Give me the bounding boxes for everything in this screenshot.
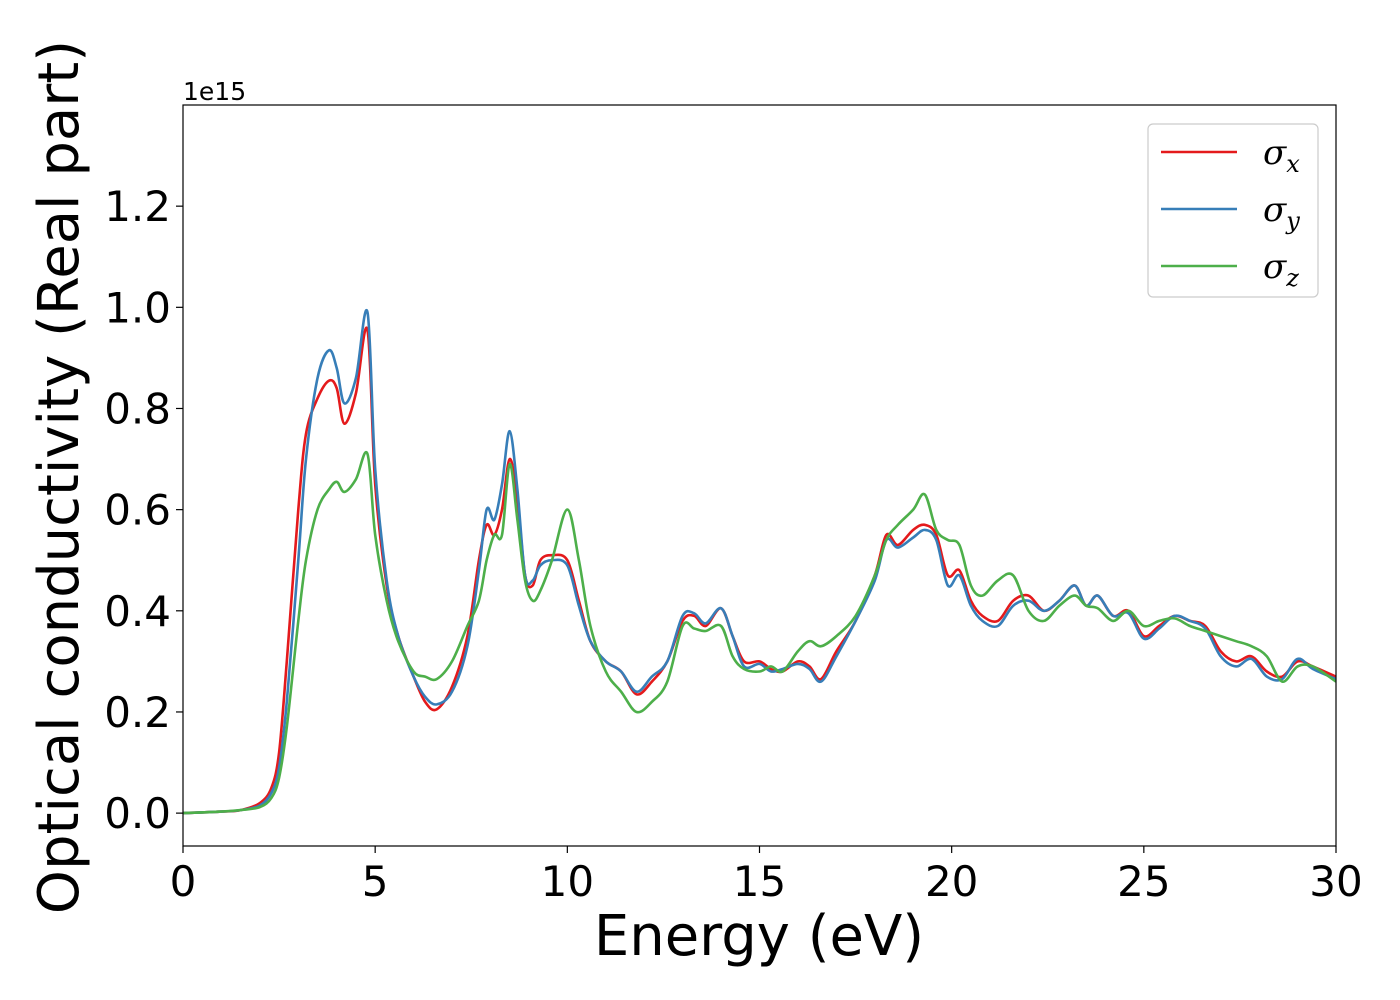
x-tick-label: 15	[733, 857, 786, 906]
legend-box	[1147, 123, 1319, 298]
y-tick-label: 0.0	[104, 789, 171, 838]
y-tick-label: 0.6	[104, 486, 171, 535]
y-offset-label: 1e15	[183, 77, 246, 106]
y-tick-label: 0.8	[104, 384, 171, 433]
series-lines	[183, 308, 1336, 815]
x-tick-label: 0	[170, 857, 197, 906]
x-axis-ticks: 0 5 10 15 20 25 30	[170, 846, 1363, 906]
y-axis-label: Optical conductivity (Real part)	[27, 40, 92, 914]
y-tick-label: 0.4	[104, 587, 171, 636]
x-tick-label: 10	[541, 857, 594, 906]
x-tick-label: 20	[925, 857, 978, 906]
series-line-y	[183, 308, 1336, 815]
x-tick-label: 25	[1117, 857, 1170, 906]
x-axis-label: Energy (eV)	[594, 904, 924, 969]
y-tick-label: 0.2	[104, 688, 171, 737]
y-axis-ticks: 0.0 0.2 0.4 0.6 0.8 1.0 1.2	[104, 182, 183, 838]
series-line-z	[183, 450, 1336, 815]
x-tick-label: 5	[362, 857, 389, 906]
y-tick-label: 1.0	[104, 283, 171, 332]
y-tick-label: 1.2	[104, 182, 171, 231]
x-tick-label: 30	[1309, 857, 1362, 906]
